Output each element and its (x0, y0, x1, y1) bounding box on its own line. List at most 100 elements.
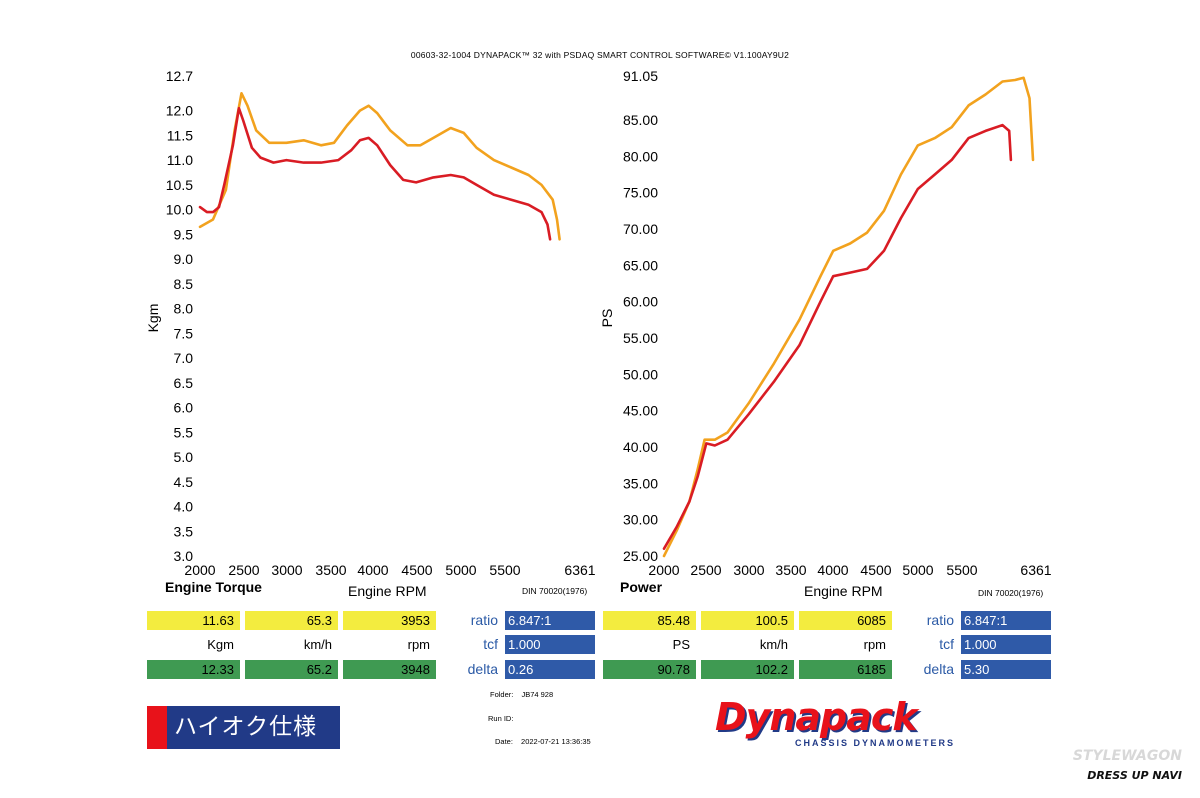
torque-x-tick-label: 2500 (228, 562, 259, 578)
torque-y-axis-label: Kgm (145, 304, 161, 333)
torque-value-cell: 11.63 (147, 611, 240, 630)
power-y-axis-label: PS (599, 309, 615, 328)
torque-y-tick-label: 3.0 (174, 548, 194, 564)
tcf-label: tcf (483, 636, 498, 652)
power-y-tick-label: 40.00 (623, 439, 658, 455)
torque-y-tick-label: 11.5 (167, 127, 193, 143)
badge-red-stripe (147, 706, 167, 749)
speed-unit-label: km/h (759, 637, 788, 652)
power-y-tick-label: 55.00 (623, 330, 658, 346)
torque-y-tick-label: 6.5 (174, 375, 194, 391)
power-y-tick-label: 85.00 (623, 112, 658, 128)
torque-chart-title: Engine Torque (165, 579, 262, 595)
power-peak-cell: 90.78 (603, 660, 696, 679)
torque-din-note: DIN 70020(1976) (522, 586, 587, 596)
logo-tagline: CHASSIS DYNAMOMETERS (795, 738, 956, 748)
power-y-tick-label: 60.00 (623, 294, 658, 310)
torque-y-tick-label: 7.0 (174, 350, 194, 366)
torque-x-tick-label: 4000 (357, 562, 388, 578)
power-y-tick-label: 75.00 (623, 185, 658, 201)
torque-peak-cell: 12.33 (147, 660, 240, 679)
torque-x-tick-label: 2000 (184, 562, 215, 578)
ratio-value: 6.847:1 (961, 611, 1051, 630)
power-y-tick-label: 30.00 (623, 512, 658, 528)
run-id-label: Run ID: (488, 714, 514, 723)
power-x-tick-label: 5500 (946, 562, 977, 578)
torque-y-tick-label: 5.0 (174, 449, 194, 465)
torque-unit-label: Kgm (207, 637, 234, 652)
torque-y-tick-label: 6.0 (174, 400, 194, 416)
power-unit-label: PS (672, 637, 690, 652)
logo-wordmark: Dynapack (715, 695, 918, 739)
date-value: 2022-07-21 13:36:35 (521, 737, 591, 746)
torque-y-tick-label: 11.0 (167, 152, 193, 168)
rpm-peak-cell: 3948 (343, 660, 436, 679)
power-y-tick-label: 50.00 (623, 366, 658, 382)
power-series-line-orange (662, 76, 1035, 558)
torque-x-tick-label: 5500 (489, 562, 520, 578)
power-value-cell: 85.48 (603, 611, 696, 630)
power-x-tick-label: 2000 (648, 562, 679, 578)
speed-peak-cell: 65.2 (245, 660, 338, 679)
power-series-line-red (662, 123, 1013, 550)
tcf-value: 1.000 (505, 635, 595, 654)
rpm-unit-label: rpm (407, 637, 430, 652)
rpm-peak-cell: 6185 (799, 660, 892, 679)
folder-info: Folder: JB74 928 (490, 690, 553, 699)
speed-value-cell: 100.5 (701, 611, 794, 630)
torque-y-tick-label: 4.0 (174, 499, 194, 515)
torque-y-tick-label: 9.0 (174, 251, 194, 267)
watermark-stylewagon: STYLEWAGON (1072, 748, 1182, 764)
rpm-value-cell: 6085 (799, 611, 892, 630)
torque-y-tick-label: 3.5 (174, 523, 194, 539)
torque-x-tick-label: 3000 (271, 562, 302, 578)
rpm-unit-label: rpm (863, 637, 886, 652)
speed-unit-label: km/h (303, 637, 332, 652)
power-x-tick-label: 3000 (733, 562, 764, 578)
power-din-note: DIN 70020(1976) (978, 588, 1043, 598)
watermark-dressup: DRESS UP NAVI (1087, 769, 1182, 782)
rpm-value-cell: 3953 (343, 611, 436, 630)
delta-label: delta (467, 661, 498, 677)
torque-y-tick-label: 8.0 (174, 301, 194, 317)
power-y-tick-label: 70.00 (623, 221, 658, 237)
delta-label: delta (923, 661, 954, 677)
power-x-tick-label: 4500 (860, 562, 891, 578)
power-y-tick-label: 65.00 (623, 257, 658, 273)
torque-y-tick-label: 4.5 (174, 474, 194, 490)
torque-y-tick-label: 12.0 (166, 103, 193, 119)
ratio-label: ratio (470, 612, 498, 628)
folder-label: Folder: (490, 690, 514, 699)
ratio-label: ratio (926, 612, 954, 628)
power-y-tick-label: 25.00 (623, 548, 658, 564)
ratio-value: 6.847:1 (505, 611, 595, 630)
run-id-info: Run ID: (488, 714, 513, 723)
power-x-tick-label: 6361 (1020, 562, 1051, 578)
dynapack-logo: Dynapack CHASSIS DYNAMOMETERS (715, 695, 1015, 755)
power-x-tick-label: 2500 (690, 562, 721, 578)
torque-y-tick-label: 12.7 (166, 68, 193, 84)
high-octane-badge: ハイオク仕様 (147, 706, 340, 749)
power-x-tick-label: 5000 (902, 562, 933, 578)
torque-y-tick-label: 10.0 (166, 202, 193, 218)
power-y-tick-label: 35.00 (623, 475, 658, 491)
torque-y-tick-label: 7.5 (174, 325, 194, 341)
tcf-label: tcf (939, 636, 954, 652)
tcf-value: 1.000 (961, 635, 1051, 654)
torque-x-tick-label: 5000 (445, 562, 476, 578)
speed-peak-cell: 102.2 (701, 660, 794, 679)
torque-y-tick-label: 8.5 (174, 276, 194, 292)
date-label: Date: (495, 737, 513, 746)
torque-y-tick-label: 5.5 (174, 424, 194, 440)
folder-value: JB74 928 (521, 690, 554, 699)
power-y-tick-label: 91.05 (623, 68, 658, 84)
chart-header: 00603-32-1004 DYNAPACK™ 32 with PSDAQ SM… (410, 50, 790, 60)
date-info: Date: 2022-07-21 13:36:35 (495, 737, 591, 746)
torque-x-tick-label: 4500 (401, 562, 432, 578)
delta-value: 5.30 (961, 660, 1051, 679)
badge-text: ハイオク仕様 (174, 714, 318, 740)
torque-x-axis-label: Engine RPM (348, 583, 427, 599)
torque-y-tick-label: 10.5 (166, 177, 193, 193)
torque-y-tick-label: 9.5 (174, 226, 194, 242)
